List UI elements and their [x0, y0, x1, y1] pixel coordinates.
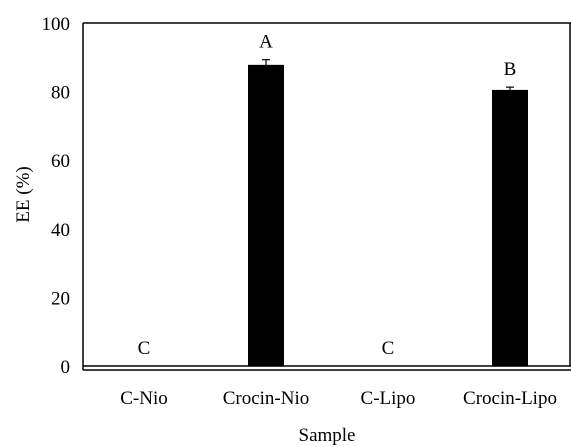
x-tick-labels: C-Nio Crocin-Nio C-Lipo Crocin-Lipo: [120, 388, 557, 409]
y-tick-label-3: 60: [51, 151, 70, 172]
bars: [248, 64, 528, 366]
error-bars: [262, 59, 514, 94]
y-tick-labels: 0 20 40 60 80 100: [42, 14, 71, 378]
y-tick-label-4: 80: [51, 83, 70, 104]
plot-area: [82, 22, 571, 371]
x-tick-label-1: Crocin-Nio: [223, 388, 310, 409]
significance-letter-3: B: [504, 59, 517, 80]
significance-letter-0: C: [138, 338, 151, 359]
y-tick-label-0: 0: [61, 357, 71, 378]
bar-1: [248, 64, 284, 366]
y-tick-label-5: 100: [42, 14, 71, 35]
x-tick-label-2: C-Lipo: [361, 388, 416, 409]
significance-letters: C A C B: [138, 32, 517, 359]
bar-3: [492, 89, 528, 366]
x-tick-label-3: Crocin-Lipo: [463, 388, 557, 409]
x-tick-label-0: C-Nio: [120, 388, 168, 409]
significance-letter-1: A: [259, 32, 273, 53]
y-axis-title: EE (%): [13, 166, 34, 222]
x-axis-title: Sample: [299, 425, 356, 446]
y-tick-label-2: 40: [51, 220, 70, 241]
significance-letter-2: C: [382, 338, 395, 359]
y-tick-label-1: 20: [51, 288, 70, 309]
